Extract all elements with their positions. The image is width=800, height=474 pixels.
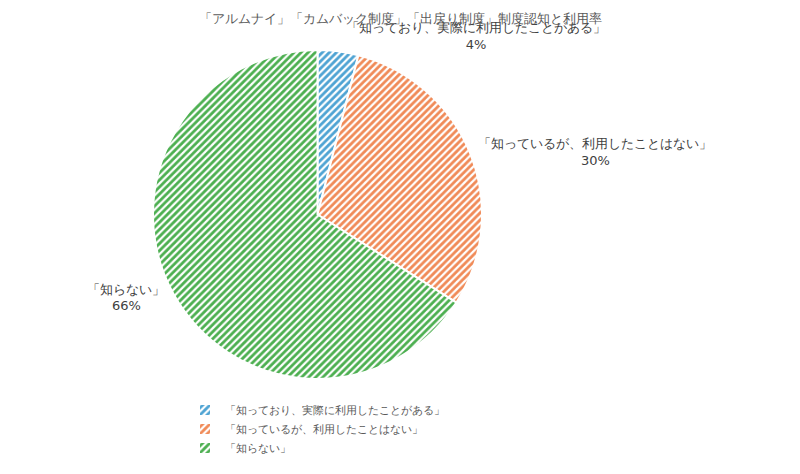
svg-text:「知っており、実際に利用したことがある」4%: 「知っており、実際に利用したことがある」4%: [346, 20, 606, 52]
svg-text:「アルムナイ」「カムバック制度」「出戻り制度」制度認知と利用: 「アルムナイ」「カムバック制度」「出戻り制度」制度認知と利用率: [199, 11, 602, 26]
svg-text:「知っているが、利用したことはない」: 「知っているが、利用したことはない」: [225, 423, 423, 436]
svg-text:「知っており、実際に利用したことがある」: 「知っており、実際に利用したことがある」: [225, 404, 445, 417]
svg-text:「知らない」66%: 「知らない」66%: [87, 282, 165, 314]
svg-text:「知っているが、利用したことはない」30%: 「知っているが、利用したことはない」30%: [478, 136, 712, 168]
svg-text:「知らない」: 「知らない」: [225, 442, 291, 455]
